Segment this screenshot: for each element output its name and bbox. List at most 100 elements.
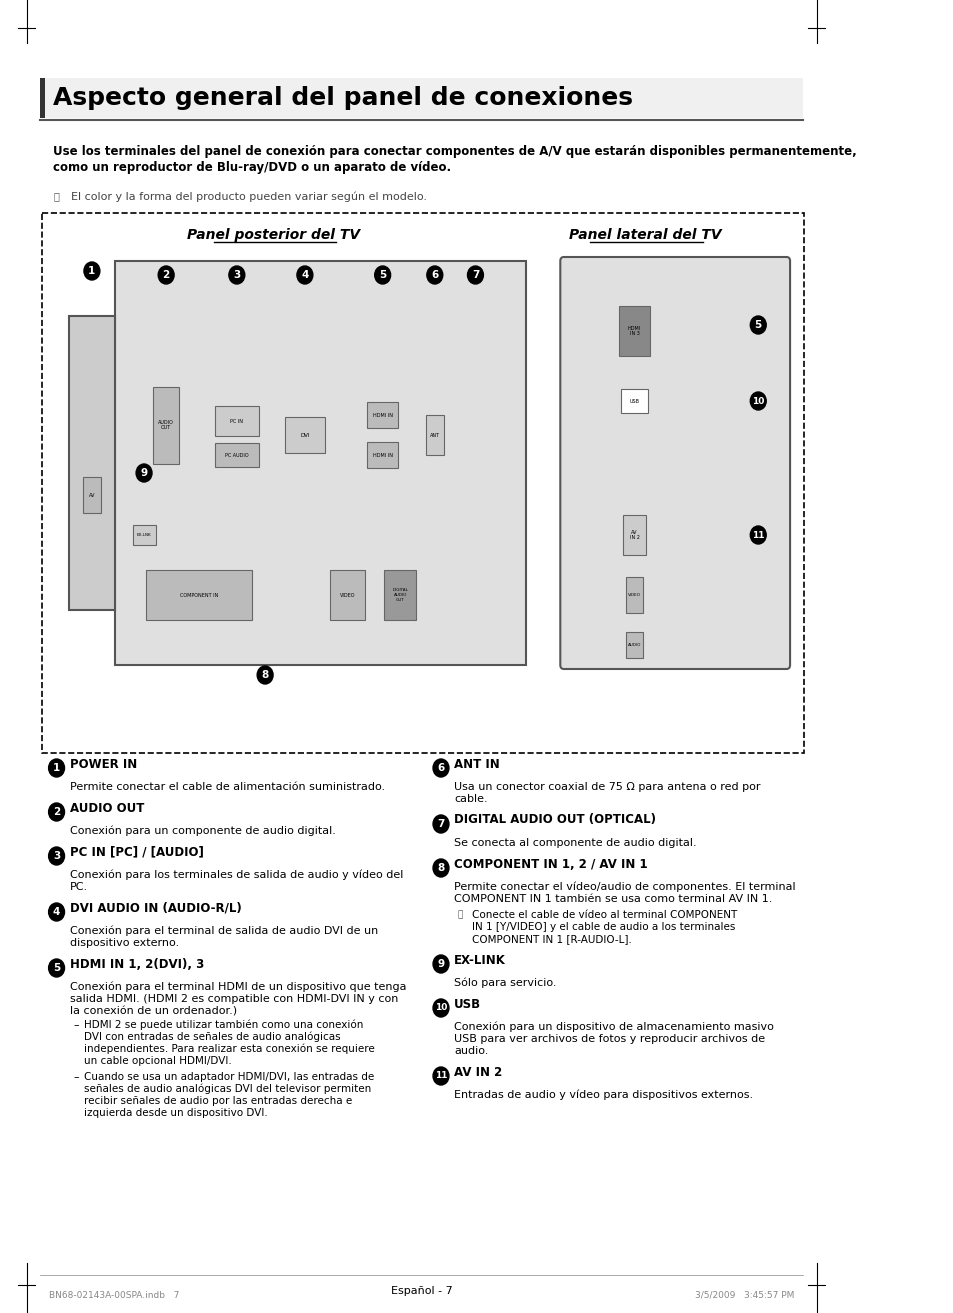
- Text: Español - 7: Español - 7: [391, 1285, 452, 1296]
- Text: HDMI IN 1, 2(DVI), 3: HDMI IN 1, 2(DVI), 3: [70, 957, 204, 970]
- FancyBboxPatch shape: [367, 402, 397, 428]
- Text: USB: USB: [454, 998, 481, 1011]
- FancyBboxPatch shape: [618, 306, 650, 356]
- Text: VIDEO: VIDEO: [627, 593, 640, 597]
- Text: DIGITAL AUDIO OUT (OPTICAL): DIGITAL AUDIO OUT (OPTICAL): [454, 814, 656, 826]
- Text: 9: 9: [437, 958, 444, 969]
- Text: audio.: audio.: [454, 1046, 488, 1056]
- Circle shape: [296, 267, 313, 284]
- Text: Aspecto general del panel de conexiones: Aspecto general del panel de conexiones: [53, 85, 633, 110]
- FancyBboxPatch shape: [559, 257, 789, 670]
- Text: POWER IN: POWER IN: [70, 758, 137, 771]
- FancyBboxPatch shape: [40, 77, 802, 118]
- Text: 5: 5: [754, 320, 761, 330]
- Text: dispositivo externo.: dispositivo externo.: [70, 937, 179, 948]
- Text: Panel lateral del TV: Panel lateral del TV: [568, 228, 720, 242]
- Text: Usa un conector coaxial de 75 Ω para antena o red por: Usa un conector coaxial de 75 Ω para ant…: [454, 783, 760, 792]
- Text: un cable opcional HDMI/DVI.: un cable opcional HDMI/DVI.: [84, 1056, 232, 1066]
- Text: 6: 6: [436, 763, 444, 773]
- Circle shape: [433, 815, 449, 832]
- Text: AV: AV: [89, 492, 95, 498]
- Text: AUDIO OUT: AUDIO OUT: [70, 801, 144, 814]
- Text: salida HDMI. (HDMI 2 es compatible con HDMI-DVI IN y con: salida HDMI. (HDMI 2 es compatible con H…: [70, 994, 397, 1004]
- Text: AUDIO: AUDIO: [627, 643, 640, 647]
- FancyBboxPatch shape: [214, 406, 258, 436]
- Text: 10: 10: [435, 1003, 447, 1012]
- Text: 7: 7: [436, 819, 444, 829]
- FancyBboxPatch shape: [132, 525, 155, 545]
- Circle shape: [49, 847, 65, 865]
- Text: Use los terminales del panel de conexión para conectar componentes de A/V que es: Use los terminales del panel de conexión…: [53, 144, 856, 158]
- Circle shape: [433, 1067, 449, 1085]
- Text: HDMI IN: HDMI IN: [373, 412, 393, 418]
- Text: 3: 3: [233, 270, 240, 280]
- Text: Permite conectar el vídeo/audio de componentes. El terminal: Permite conectar el vídeo/audio de compo…: [454, 882, 795, 893]
- Text: Conexión para el terminal HDMI de un dispositivo que tenga: Conexión para el terminal HDMI de un dis…: [70, 982, 406, 993]
- Text: 2: 2: [162, 270, 170, 280]
- FancyBboxPatch shape: [620, 389, 647, 414]
- FancyBboxPatch shape: [625, 632, 642, 658]
- Text: COMPONENT IN 1 también se usa como terminal AV IN 1.: COMPONENT IN 1 también se usa como termi…: [454, 894, 772, 903]
- Text: 8: 8: [261, 670, 269, 680]
- Text: 4: 4: [52, 907, 60, 916]
- Text: USB: USB: [629, 399, 639, 403]
- Text: 7: 7: [472, 270, 478, 280]
- Circle shape: [749, 393, 765, 410]
- Text: HDMI IN: HDMI IN: [373, 453, 393, 457]
- FancyBboxPatch shape: [622, 515, 645, 555]
- Circle shape: [749, 527, 765, 544]
- Text: 2: 2: [52, 807, 60, 817]
- Text: AV
IN 2: AV IN 2: [629, 529, 639, 541]
- Text: Conexión para un componente de audio digital.: Conexión para un componente de audio dig…: [70, 826, 335, 836]
- Circle shape: [433, 759, 449, 777]
- Text: PC IN [PC] / [AUDIO]: PC IN [PC] / [AUDIO]: [70, 846, 204, 859]
- Circle shape: [375, 267, 390, 284]
- Text: 10: 10: [751, 397, 763, 406]
- Text: 9: 9: [140, 467, 148, 478]
- Text: 5: 5: [52, 962, 60, 973]
- Text: 6: 6: [431, 270, 438, 280]
- Text: Permite conectar el cable de alimentación suministrado.: Permite conectar el cable de alimentació…: [70, 783, 385, 792]
- Text: DVI AUDIO IN (AUDIO-R/L): DVI AUDIO IN (AUDIO-R/L): [70, 902, 241, 914]
- Text: EX-LNK: EX-LNK: [136, 533, 152, 537]
- Circle shape: [426, 267, 442, 284]
- FancyBboxPatch shape: [69, 316, 114, 611]
- Text: 11: 11: [751, 530, 763, 540]
- FancyBboxPatch shape: [146, 570, 252, 620]
- Text: HDMI
IN 3: HDMI IN 3: [627, 326, 640, 336]
- Text: Entradas de audio y vídeo para dispositivos externos.: Entradas de audio y vídeo para dispositi…: [454, 1090, 753, 1100]
- Text: 11: 11: [435, 1071, 447, 1081]
- Text: como un reproductor de Blu-ray/DVD o un aparato de vídeo.: como un reproductor de Blu-ray/DVD o un …: [53, 161, 451, 175]
- FancyBboxPatch shape: [214, 442, 258, 467]
- Text: ⓶: ⓶: [457, 910, 462, 919]
- Text: PC.: PC.: [70, 882, 88, 892]
- FancyBboxPatch shape: [625, 576, 642, 613]
- FancyBboxPatch shape: [384, 570, 416, 620]
- FancyBboxPatch shape: [83, 477, 101, 513]
- Text: DVI: DVI: [300, 432, 310, 437]
- Text: BN68-02143A-00SPA.indb   7: BN68-02143A-00SPA.indb 7: [49, 1291, 179, 1300]
- Circle shape: [433, 999, 449, 1018]
- Circle shape: [749, 316, 765, 334]
- Text: PC IN: PC IN: [230, 419, 243, 424]
- FancyBboxPatch shape: [367, 442, 397, 467]
- Text: Conexión para los terminales de salida de audio y vídeo del: Conexión para los terminales de salida d…: [70, 871, 403, 881]
- Text: AV IN 2: AV IN 2: [454, 1066, 502, 1078]
- FancyBboxPatch shape: [330, 570, 365, 620]
- Circle shape: [49, 958, 65, 977]
- Text: 3/5/2009   3:45:57 PM: 3/5/2009 3:45:57 PM: [695, 1291, 794, 1300]
- Text: COMPONENT IN: COMPONENT IN: [179, 592, 218, 597]
- Text: la conexión de un ordenador.): la conexión de un ordenador.): [70, 1006, 236, 1016]
- Circle shape: [229, 267, 245, 284]
- Text: ANT IN: ANT IN: [454, 758, 499, 771]
- Text: VIDEO: VIDEO: [339, 592, 355, 597]
- Text: ⓶: ⓶: [53, 190, 59, 201]
- FancyBboxPatch shape: [114, 261, 525, 664]
- Text: ANT: ANT: [429, 432, 439, 437]
- Text: cable.: cable.: [454, 794, 487, 804]
- Text: PC AUDIO: PC AUDIO: [225, 453, 249, 457]
- Text: 1: 1: [52, 763, 60, 773]
- Text: Conecte el cable de vídeo al terminal COMPONENT: Conecte el cable de vídeo al terminal CO…: [472, 910, 737, 920]
- Text: izquierda desde un dispositivo DVI.: izquierda desde un dispositivo DVI.: [84, 1108, 268, 1117]
- Text: Se conecta al componente de audio digital.: Se conecta al componente de audio digita…: [454, 838, 696, 848]
